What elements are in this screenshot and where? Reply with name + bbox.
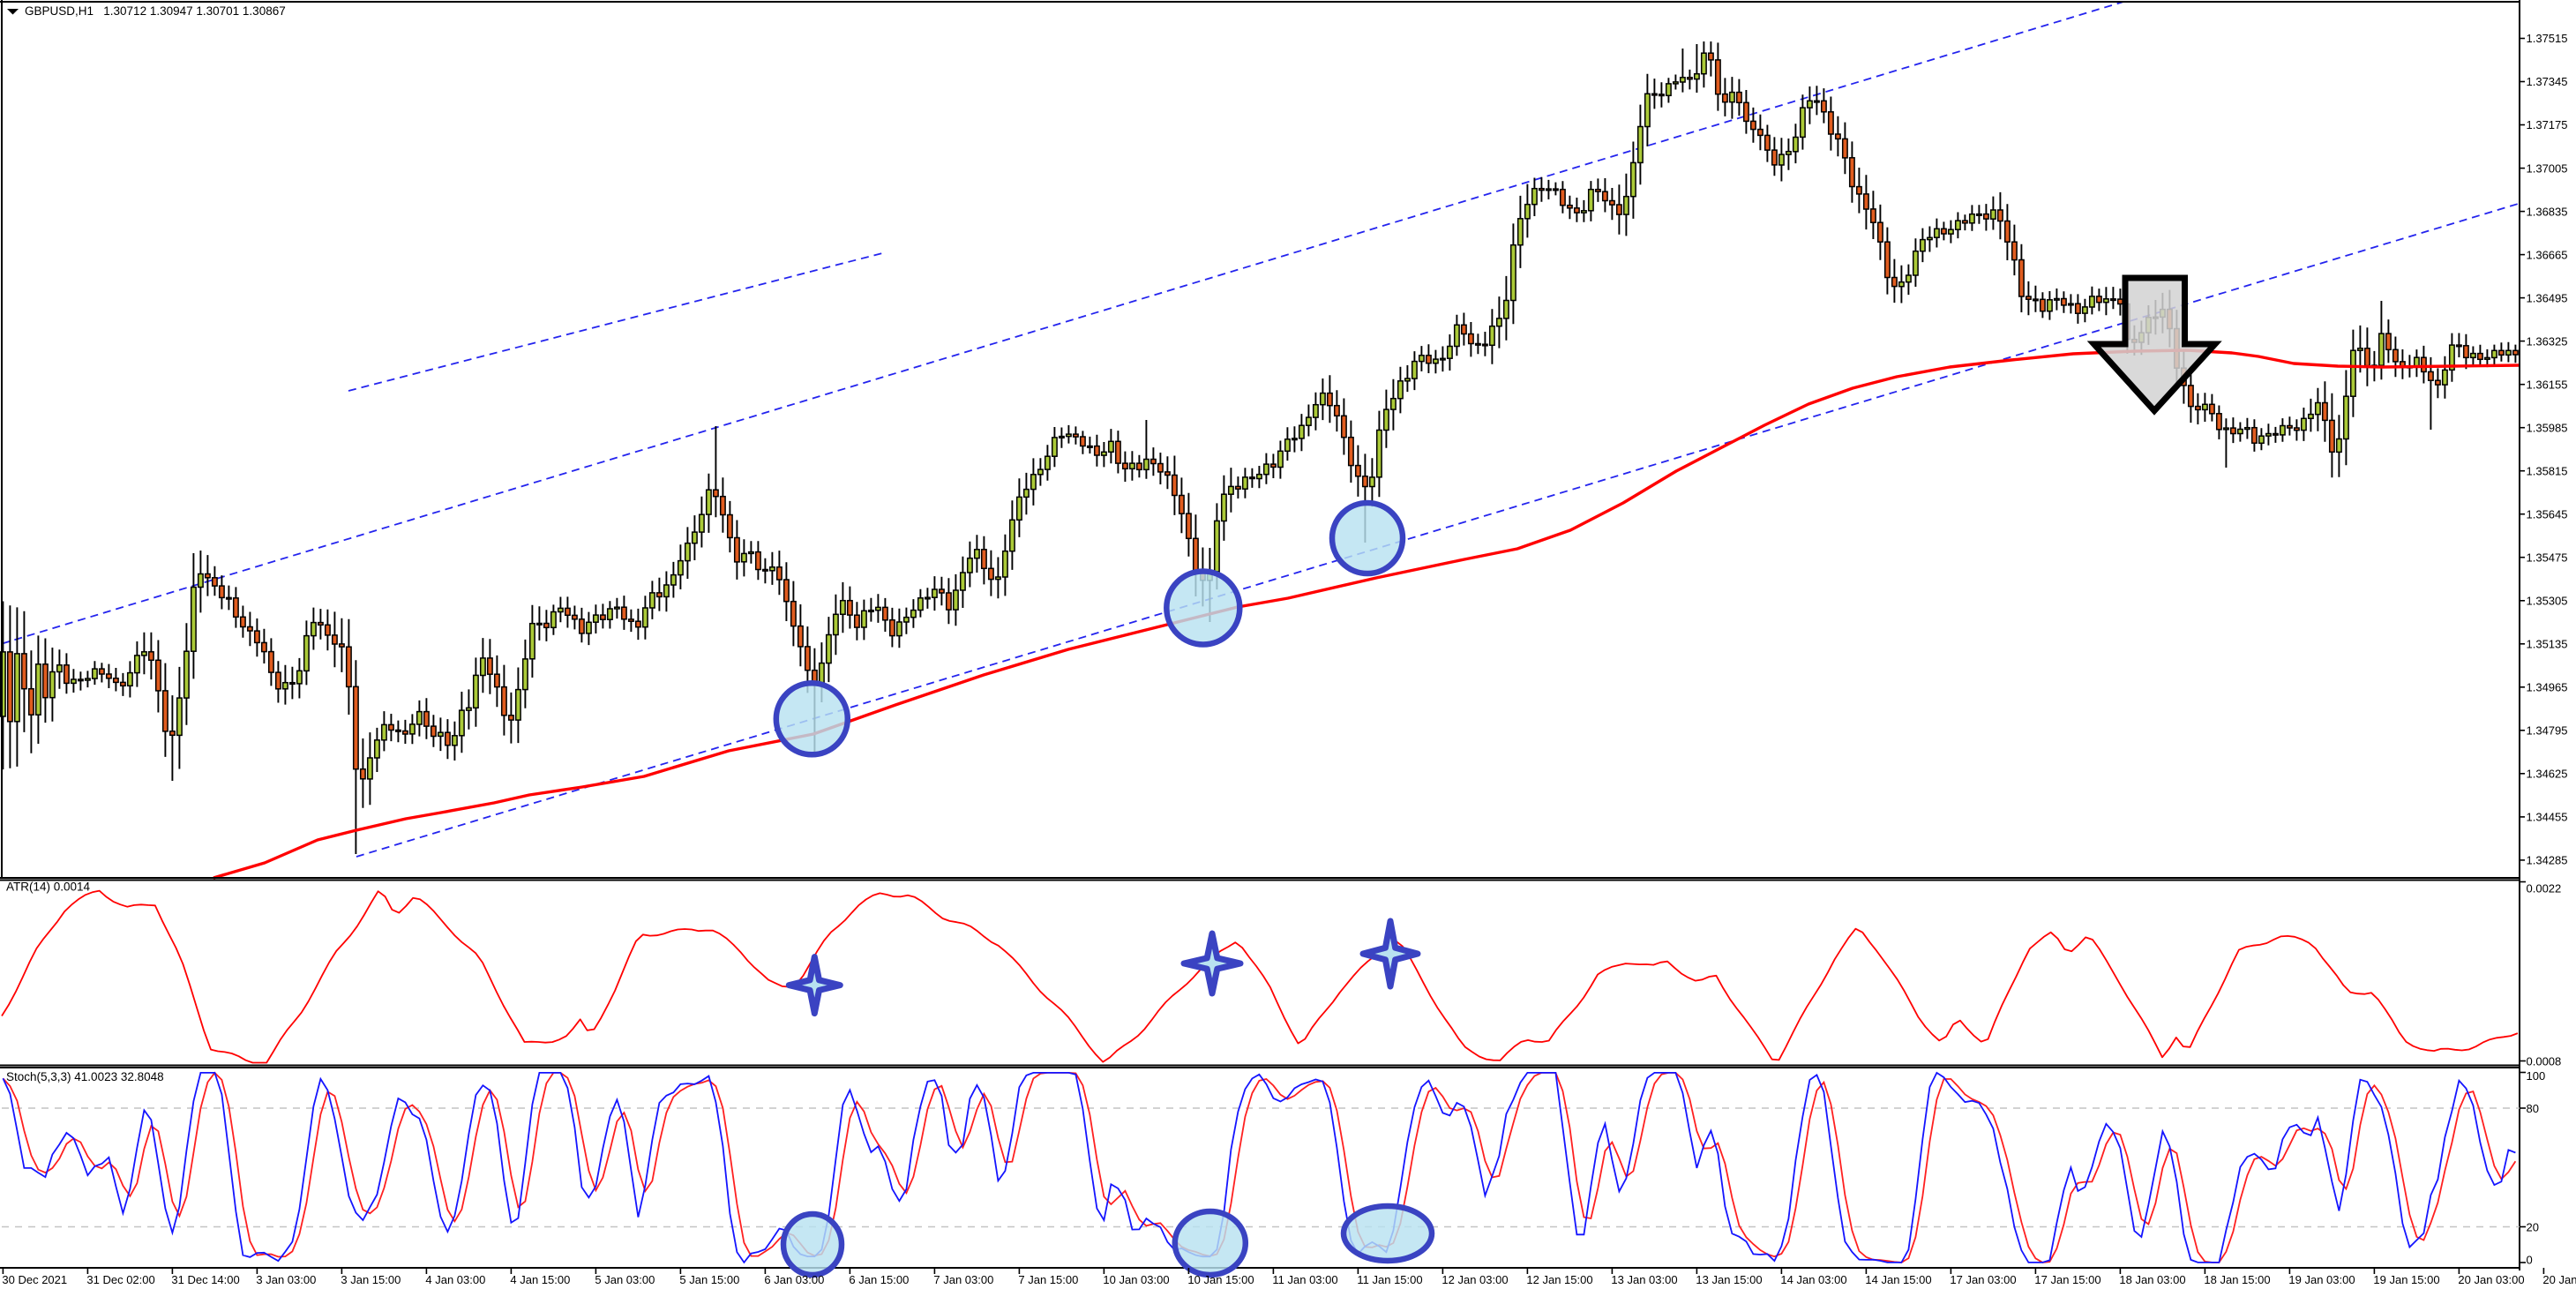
svg-text:1.36665: 1.36665	[2527, 248, 2568, 261]
svg-text:1.36325: 1.36325	[2527, 334, 2568, 348]
svg-text:1.37345: 1.37345	[2527, 75, 2568, 88]
svg-text:19 Jan 15:00: 19 Jan 15:00	[2373, 1273, 2439, 1286]
svg-text:ATR(14) 0.0014: ATR(14) 0.0014	[6, 881, 91, 894]
svg-text:31 Dec 14:00: 31 Dec 14:00	[171, 1273, 239, 1286]
svg-text:14 Jan 15:00: 14 Jan 15:00	[1865, 1273, 1931, 1286]
svg-text:1.35475: 1.35475	[2527, 551, 2568, 564]
svg-text:80: 80	[2527, 1102, 2539, 1115]
svg-text:6 Jan 03:00: 6 Jan 03:00	[764, 1273, 824, 1286]
svg-text:1.34965: 1.34965	[2527, 681, 2568, 694]
svg-text:1.35815: 1.35815	[2527, 464, 2568, 477]
svg-text:18 Jan 03:00: 18 Jan 03:00	[2119, 1273, 2185, 1286]
svg-text:3 Jan 15:00: 3 Jan 15:00	[341, 1273, 401, 1286]
svg-text:5 Jan 15:00: 5 Jan 15:00	[679, 1273, 739, 1286]
svg-text:7 Jan 15:00: 7 Jan 15:00	[1018, 1273, 1078, 1286]
svg-text:1.34285: 1.34285	[2527, 854, 2568, 867]
svg-text:12 Jan 03:00: 12 Jan 03:00	[1442, 1273, 1508, 1286]
svg-text:1.34455: 1.34455	[2527, 811, 2568, 824]
svg-text:1.34795: 1.34795	[2527, 724, 2568, 738]
svg-text:4 Jan 03:00: 4 Jan 03:00	[425, 1273, 485, 1286]
svg-text:18 Jan 15:00: 18 Jan 15:00	[2204, 1273, 2270, 1286]
svg-text:1.37515: 1.37515	[2527, 32, 2568, 45]
svg-text:1.37175: 1.37175	[2527, 118, 2568, 131]
svg-text:3 Jan 03:00: 3 Jan 03:00	[256, 1273, 316, 1286]
svg-text:11 Jan 15:00: 11 Jan 15:00	[1357, 1273, 1422, 1286]
svg-text:GBPUSD,H1 1.30712 1.30947 1.: GBPUSD,H1 1.30712 1.30947 1.30701 1.3086…	[25, 4, 286, 18]
svg-text:1.35645: 1.35645	[2527, 507, 2568, 521]
svg-text:17 Jan 03:00: 17 Jan 03:00	[1950, 1273, 2016, 1286]
svg-text:1.35135: 1.35135	[2527, 638, 2568, 651]
svg-text:100: 100	[2527, 1069, 2546, 1083]
svg-text:6 Jan 15:00: 6 Jan 15:00	[849, 1273, 909, 1286]
svg-text:14 Jan 03:00: 14 Jan 03:00	[1780, 1273, 1846, 1286]
svg-text:13 Jan 15:00: 13 Jan 15:00	[1696, 1273, 1762, 1286]
svg-text:0: 0	[2527, 1254, 2533, 1267]
svg-text:5 Jan 03:00: 5 Jan 03:00	[595, 1273, 655, 1286]
svg-text:0.0022: 0.0022	[2527, 882, 2562, 896]
svg-text:1.37005: 1.37005	[2527, 161, 2568, 175]
svg-text:1.35985: 1.35985	[2527, 421, 2568, 434]
svg-text:1.36495: 1.36495	[2527, 291, 2568, 304]
svg-text:20: 20	[2527, 1221, 2539, 1234]
svg-text:1.34625: 1.34625	[2527, 768, 2568, 781]
svg-text:20 Jan 03:00: 20 Jan 03:00	[2458, 1273, 2524, 1286]
svg-text:31 Dec 02:00: 31 Dec 02:00	[86, 1273, 154, 1286]
svg-text:17 Jan 15:00: 17 Jan 15:00	[2034, 1273, 2100, 1286]
svg-text:10 Jan 03:00: 10 Jan 03:00	[1103, 1273, 1169, 1286]
svg-text:19 Jan 03:00: 19 Jan 03:00	[2288, 1273, 2355, 1286]
svg-text:Stoch(5,3,3) 41.0023 32.8048: Stoch(5,3,3) 41.0023 32.8048	[6, 1070, 164, 1083]
svg-text:30 Dec 2021: 30 Dec 2021	[2, 1273, 67, 1286]
svg-text:10 Jan 15:00: 10 Jan 15:00	[1187, 1273, 1254, 1286]
svg-text:13 Jan 03:00: 13 Jan 03:00	[1611, 1273, 1677, 1286]
svg-text:11 Jan 03:00: 11 Jan 03:00	[1272, 1273, 1337, 1286]
svg-text:1.36835: 1.36835	[2527, 205, 2568, 218]
svg-text:7 Jan 03:00: 7 Jan 03:00	[933, 1273, 993, 1286]
svg-text:12 Jan 15:00: 12 Jan 15:00	[1526, 1273, 1592, 1286]
svg-text:0.0008: 0.0008	[2527, 1055, 2562, 1068]
svg-text:1.36155: 1.36155	[2527, 378, 2568, 391]
svg-text:20 Jan 15:00: 20 Jan 15:00	[2542, 1273, 2576, 1286]
svg-text:4 Jan 15:00: 4 Jan 15:00	[510, 1273, 570, 1286]
svg-text:1.35305: 1.35305	[2527, 595, 2568, 608]
